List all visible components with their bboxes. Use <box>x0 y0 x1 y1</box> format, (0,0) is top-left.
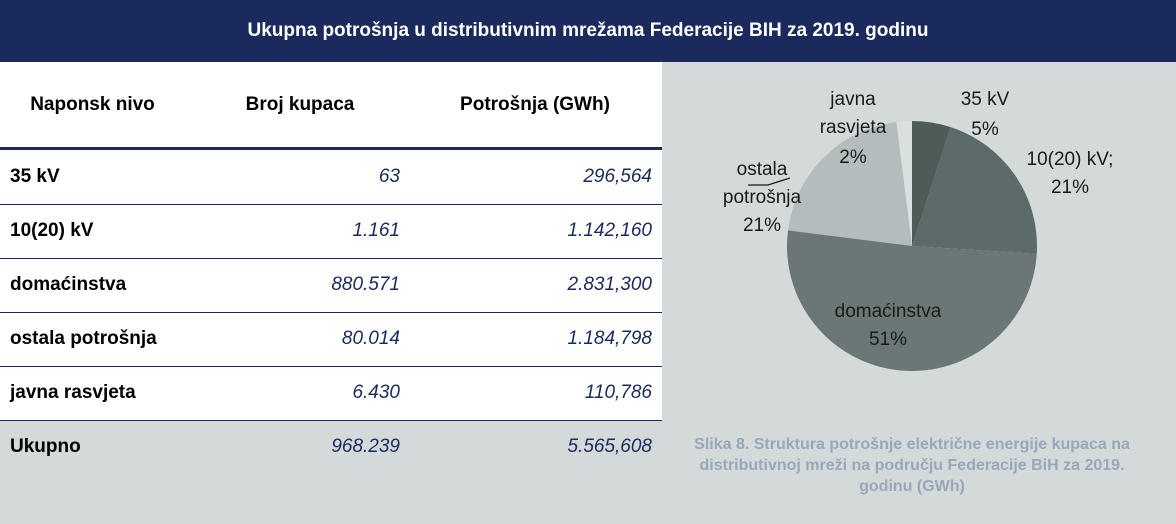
cell-value: 5.565,608 <box>567 436 652 457</box>
cell-value: 110,786 <box>584 382 652 403</box>
cell-value: 1.184,798 <box>567 328 652 349</box>
slice-value-label: 5% <box>971 119 999 140</box>
row-label: 35 kV <box>10 166 60 187</box>
column-header: Potrošnja (GWh) <box>460 94 610 115</box>
pie-slice <box>912 121 951 246</box>
cell-value: 2.831,300 <box>567 274 652 295</box>
cell-value: 968.239 <box>331 436 400 457</box>
slice-value-label: 21% <box>1050 177 1090 198</box>
slice-label: ostala potrošnja <box>722 159 802 208</box>
cell-value: 1.161 <box>352 220 400 241</box>
row-label: domaćinstva <box>10 274 127 295</box>
caption: Slika 8. Struktura potrošnje električne … <box>694 436 1130 495</box>
row-label: javna rasvjeta <box>10 382 136 403</box>
slice-label: javna rasvjeta <box>819 89 887 138</box>
total-row-background <box>0 421 662 524</box>
slice-value-label: 51% <box>868 329 908 350</box>
row-label: 10(20) kV <box>10 220 94 241</box>
cell-value: 63 <box>378 166 400 187</box>
leader-line <box>767 177 791 186</box>
pie-slice <box>787 121 912 246</box>
header-title: Ukupna potrošnja u distributivnim mrežam… <box>0 0 1176 62</box>
slice-label: domaćinstva <box>834 301 942 322</box>
row-separator <box>0 366 662 367</box>
slice-value-label: 2% <box>839 147 867 168</box>
column-header: Broj kupaca <box>245 94 355 115</box>
slice-label: 35 kV <box>960 89 1010 110</box>
row-separator <box>0 258 662 259</box>
header-separator <box>0 147 662 150</box>
row-label: Ukupno <box>10 436 81 457</box>
row-separator <box>0 312 662 313</box>
cell-value: 6.430 <box>352 382 400 403</box>
cell-value: 296,564 <box>583 166 652 187</box>
pie-slice <box>786 230 1037 372</box>
pie-slice <box>912 127 1037 254</box>
pie-slice <box>896 121 912 246</box>
row-label: ostala potrošnja <box>10 328 157 349</box>
slice-label: 10(20) kV; <box>1026 149 1114 170</box>
cell-value: 80.014 <box>341 328 400 349</box>
column-header: Naponsk nivo <box>30 94 155 115</box>
row-separator <box>0 204 662 205</box>
row-separator <box>0 420 662 421</box>
cell-value: 1.142,160 <box>567 220 652 241</box>
cell-value: 880.571 <box>331 274 400 295</box>
slice-value-label: 21% <box>742 215 782 236</box>
